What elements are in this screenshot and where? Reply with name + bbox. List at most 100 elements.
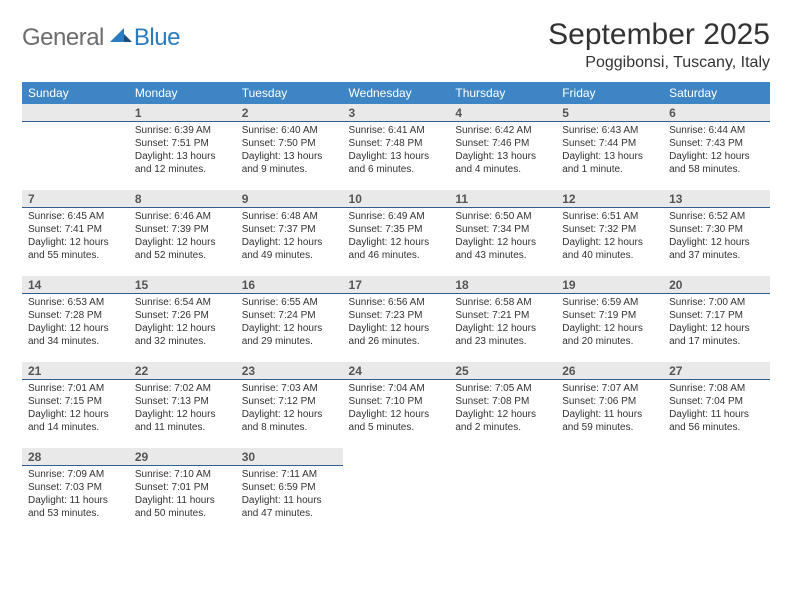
- daylight-line: Daylight: 12 hours and 58 minutes.: [669, 150, 764, 176]
- weekday-header: Saturday: [663, 82, 770, 104]
- day-number: 15: [129, 276, 236, 294]
- sunrise-line: Sunrise: 7:03 AM: [242, 382, 337, 395]
- day-number: 13: [663, 190, 770, 208]
- sunrise-line: Sunrise: 7:09 AM: [28, 468, 123, 481]
- day-details: Sunrise: 6:39 AMSunset: 7:51 PMDaylight:…: [129, 122, 236, 180]
- day-number: 16: [236, 276, 343, 294]
- calendar-cell: 11Sunrise: 6:50 AMSunset: 7:34 PMDayligh…: [449, 190, 556, 276]
- day-number: 22: [129, 362, 236, 380]
- sunrise-line: Sunrise: 6:53 AM: [28, 296, 123, 309]
- daylight-line: Daylight: 13 hours and 12 minutes.: [135, 150, 230, 176]
- daylight-line: Daylight: 12 hours and 46 minutes.: [349, 236, 444, 262]
- logo-text-general: General: [22, 24, 104, 52]
- calendar-week-row: 7Sunrise: 6:45 AMSunset: 7:41 PMDaylight…: [22, 190, 770, 276]
- daylight-line: Daylight: 12 hours and 37 minutes.: [669, 236, 764, 262]
- day-number: 24: [343, 362, 450, 380]
- calendar-cell: 6Sunrise: 6:44 AMSunset: 7:43 PMDaylight…: [663, 104, 770, 190]
- weekday-header: Monday: [129, 82, 236, 104]
- calendar-week-row: 21Sunrise: 7:01 AMSunset: 7:15 PMDayligh…: [22, 362, 770, 448]
- calendar-cell: 27Sunrise: 7:08 AMSunset: 7:04 PMDayligh…: [663, 362, 770, 448]
- sunrise-line: Sunrise: 6:52 AM: [669, 210, 764, 223]
- day-cell: 19Sunrise: 6:59 AMSunset: 7:19 PMDayligh…: [556, 276, 663, 362]
- day-details: Sunrise: 7:11 AMSunset: 6:59 PMDaylight:…: [236, 466, 343, 524]
- day-cell: 27Sunrise: 7:08 AMSunset: 7:04 PMDayligh…: [663, 362, 770, 448]
- day-details: Sunrise: 6:49 AMSunset: 7:35 PMDaylight:…: [343, 208, 450, 266]
- day-details: Sunrise: 7:02 AMSunset: 7:13 PMDaylight:…: [129, 380, 236, 438]
- day-cell: 4Sunrise: 6:42 AMSunset: 7:46 PMDaylight…: [449, 104, 556, 190]
- sunset-line: Sunset: 7:44 PM: [562, 137, 657, 150]
- calendar-cell: 19Sunrise: 6:59 AMSunset: 7:19 PMDayligh…: [556, 276, 663, 362]
- day-cell: 26Sunrise: 7:07 AMSunset: 7:06 PMDayligh…: [556, 362, 663, 448]
- day-details: Sunrise: 6:43 AMSunset: 7:44 PMDaylight:…: [556, 122, 663, 180]
- calendar-cell: 9Sunrise: 6:48 AMSunset: 7:37 PMDaylight…: [236, 190, 343, 276]
- daylight-line: Daylight: 12 hours and 55 minutes.: [28, 236, 123, 262]
- day-details: Sunrise: 6:51 AMSunset: 7:32 PMDaylight:…: [556, 208, 663, 266]
- day-details: Sunrise: 7:09 AMSunset: 7:03 PMDaylight:…: [22, 466, 129, 524]
- day-cell: 20Sunrise: 7:00 AMSunset: 7:17 PMDayligh…: [663, 276, 770, 362]
- sunset-line: Sunset: 7:48 PM: [349, 137, 444, 150]
- day-number: 27: [663, 362, 770, 380]
- calendar-cell: 3Sunrise: 6:41 AMSunset: 7:48 PMDaylight…: [343, 104, 450, 190]
- day-cell: 1Sunrise: 6:39 AMSunset: 7:51 PMDaylight…: [129, 104, 236, 190]
- day-details: Sunrise: 7:04 AMSunset: 7:10 PMDaylight:…: [343, 380, 450, 438]
- sunrise-line: Sunrise: 6:49 AM: [349, 210, 444, 223]
- calendar-body: 1Sunrise: 6:39 AMSunset: 7:51 PMDaylight…: [22, 104, 770, 534]
- sunset-line: Sunset: 7:08 PM: [455, 395, 550, 408]
- day-details: Sunrise: 6:46 AMSunset: 7:39 PMDaylight:…: [129, 208, 236, 266]
- daylight-line: Daylight: 11 hours and 47 minutes.: [242, 494, 337, 520]
- day-cell: 10Sunrise: 6:49 AMSunset: 7:35 PMDayligh…: [343, 190, 450, 276]
- daylight-line: Daylight: 13 hours and 1 minute.: [562, 150, 657, 176]
- sunset-line: Sunset: 7:28 PM: [28, 309, 123, 322]
- daylight-line: Daylight: 12 hours and 17 minutes.: [669, 322, 764, 348]
- sunset-line: Sunset: 7:43 PM: [669, 137, 764, 150]
- day-number: 18: [449, 276, 556, 294]
- calendar-cell: 30Sunrise: 7:11 AMSunset: 6:59 PMDayligh…: [236, 448, 343, 534]
- day-cell: 22Sunrise: 7:02 AMSunset: 7:13 PMDayligh…: [129, 362, 236, 448]
- logo-text-blue: Blue: [134, 24, 180, 52]
- day-cell: 7Sunrise: 6:45 AMSunset: 7:41 PMDaylight…: [22, 190, 129, 276]
- day-number: 23: [236, 362, 343, 380]
- day-cell: 2Sunrise: 6:40 AMSunset: 7:50 PMDaylight…: [236, 104, 343, 190]
- weekday-header: Wednesday: [343, 82, 450, 104]
- logo-triangle-icon: [110, 26, 132, 47]
- sunset-line: Sunset: 7:15 PM: [28, 395, 123, 408]
- calendar-cell: 1Sunrise: 6:39 AMSunset: 7:51 PMDaylight…: [129, 104, 236, 190]
- daylight-line: Daylight: 12 hours and 23 minutes.: [455, 322, 550, 348]
- sunset-line: Sunset: 7:46 PM: [455, 137, 550, 150]
- sunset-line: Sunset: 7:04 PM: [669, 395, 764, 408]
- daylight-line: Daylight: 11 hours and 53 minutes.: [28, 494, 123, 520]
- day-details: Sunrise: 6:44 AMSunset: 7:43 PMDaylight:…: [663, 122, 770, 180]
- sunrise-line: Sunrise: 6:51 AM: [562, 210, 657, 223]
- weekday-header: Sunday: [22, 82, 129, 104]
- sunset-line: Sunset: 7:35 PM: [349, 223, 444, 236]
- page-header: General Blue September 2025 Poggibonsi, …: [22, 18, 770, 72]
- sunrise-line: Sunrise: 6:46 AM: [135, 210, 230, 223]
- calendar-cell: 8Sunrise: 6:46 AMSunset: 7:39 PMDaylight…: [129, 190, 236, 276]
- daylight-line: Daylight: 12 hours and 5 minutes.: [349, 408, 444, 434]
- day-number: 26: [556, 362, 663, 380]
- day-details: Sunrise: 6:50 AMSunset: 7:34 PMDaylight:…: [449, 208, 556, 266]
- sunset-line: Sunset: 6:59 PM: [242, 481, 337, 494]
- calendar-cell: 29Sunrise: 7:10 AMSunset: 7:01 PMDayligh…: [129, 448, 236, 534]
- day-details: Sunrise: 7:10 AMSunset: 7:01 PMDaylight:…: [129, 466, 236, 524]
- day-cell: 12Sunrise: 6:51 AMSunset: 7:32 PMDayligh…: [556, 190, 663, 276]
- sunset-line: Sunset: 7:19 PM: [562, 309, 657, 322]
- day-details: Sunrise: 7:07 AMSunset: 7:06 PMDaylight:…: [556, 380, 663, 438]
- calendar-cell: 13Sunrise: 6:52 AMSunset: 7:30 PMDayligh…: [663, 190, 770, 276]
- sunrise-line: Sunrise: 6:48 AM: [242, 210, 337, 223]
- day-details: Sunrise: 6:59 AMSunset: 7:19 PMDaylight:…: [556, 294, 663, 352]
- sunrise-line: Sunrise: 7:07 AM: [562, 382, 657, 395]
- day-cell: 13Sunrise: 6:52 AMSunset: 7:30 PMDayligh…: [663, 190, 770, 276]
- day-cell: 6Sunrise: 6:44 AMSunset: 7:43 PMDaylight…: [663, 104, 770, 190]
- daylight-line: Daylight: 11 hours and 56 minutes.: [669, 408, 764, 434]
- day-number: 11: [449, 190, 556, 208]
- calendar-cell: 10Sunrise: 6:49 AMSunset: 7:35 PMDayligh…: [343, 190, 450, 276]
- day-number: 2: [236, 104, 343, 122]
- sunrise-line: Sunrise: 6:59 AM: [562, 296, 657, 309]
- day-number: 5: [556, 104, 663, 122]
- day-cell: 21Sunrise: 7:01 AMSunset: 7:15 PMDayligh…: [22, 362, 129, 448]
- sunset-line: Sunset: 7:32 PM: [562, 223, 657, 236]
- daylight-line: Daylight: 12 hours and 14 minutes.: [28, 408, 123, 434]
- sunrise-line: Sunrise: 6:56 AM: [349, 296, 444, 309]
- day-details: Sunrise: 7:01 AMSunset: 7:15 PMDaylight:…: [22, 380, 129, 438]
